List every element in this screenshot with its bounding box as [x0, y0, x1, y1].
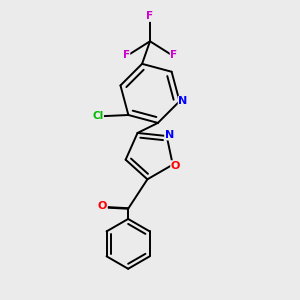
Text: F: F [146, 11, 154, 21]
Text: N: N [178, 96, 188, 106]
Text: Cl: Cl [92, 111, 103, 121]
Text: O: O [98, 202, 107, 212]
Text: O: O [171, 161, 180, 171]
Text: N: N [165, 130, 174, 140]
Text: F: F [170, 50, 177, 60]
Text: F: F [123, 50, 130, 60]
